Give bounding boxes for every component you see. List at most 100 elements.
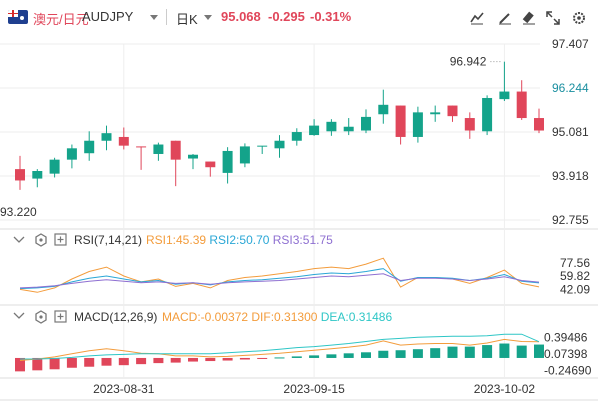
instrument-name[interactable]: 澳元/日元 (33, 12, 89, 27)
candle[interactable] (66, 144, 77, 169)
candle[interactable] (222, 147, 233, 184)
candle-body (395, 105, 406, 137)
price-tick-label: 92.755 (552, 213, 589, 227)
candle[interactable] (274, 135, 285, 158)
candle[interactable] (170, 140, 181, 187)
candle-body (101, 133, 112, 141)
date-tick-label: 2023-10-02 (474, 382, 536, 396)
macd-legend-item: DIF:0.31300 (248, 310, 318, 324)
macd-histogram-bar (153, 357, 164, 364)
eraser-icon[interactable] (520, 9, 538, 27)
draw-tool-icon[interactable] (496, 9, 514, 27)
candle-body (84, 140, 95, 154)
instrument-dropdown-icon[interactable] (150, 15, 158, 20)
period-selector[interactable]: 日K (176, 12, 198, 27)
candle[interactable] (534, 108, 544, 134)
candle-body (482, 97, 493, 132)
dif-line (19, 338, 540, 361)
add-indicator-icon[interactable] (54, 310, 67, 323)
candle-body (516, 91, 527, 119)
macd-histogram-bar (136, 357, 147, 365)
add-indicator-icon[interactable] (54, 233, 67, 246)
macd-histogram-bar (84, 357, 95, 367)
candle-body (412, 112, 423, 137)
candle[interactable] (257, 145, 268, 154)
macd-histogram-bar (222, 357, 233, 361)
macd-histogram-bar (32, 357, 43, 371)
candle-body (430, 112, 441, 115)
candle[interactable] (447, 105, 458, 122)
candle[interactable] (153, 142, 164, 161)
macd-legend: MACD:-0.00372 DIF:0.31300 DEA:0.31486 (162, 310, 392, 324)
candle[interactable] (361, 109, 371, 134)
period-dropdown-icon[interactable] (204, 15, 212, 20)
settings-icon[interactable] (570, 9, 588, 27)
macd-histogram-bar (464, 346, 475, 358)
candle[interactable] (378, 89, 389, 124)
rsi-title: RSI(7,14,21) (74, 233, 142, 247)
candle[interactable] (343, 118, 354, 136)
candle-body (291, 132, 302, 141)
candle[interactable] (49, 157, 60, 178)
chart-toolbar: 澳元/日元 AUDJPY 日K 95.068 -0.295 -0.31% (0, 0, 598, 34)
collapse-icon[interactable] (13, 312, 25, 319)
macd-legend-item: DEA:0.31486 (317, 310, 392, 324)
candle-body (343, 126, 354, 132)
indicator-settings-icon[interactable] (35, 233, 47, 247)
date-tick-label: 2023-09-15 (283, 382, 345, 396)
fullscreen-icon[interactable] (544, 9, 562, 27)
macd-histogram-bar (482, 345, 493, 358)
macd-histogram-bar (257, 357, 268, 359)
candle[interactable] (15, 155, 25, 190)
price-tick-label: 93.918 (552, 169, 589, 183)
candle[interactable] (239, 143, 250, 168)
candle[interactable] (430, 105, 441, 122)
candle[interactable] (101, 125, 112, 151)
candle-body (274, 140, 285, 149)
price-tick-label: 96.244 (552, 81, 589, 95)
rsi-tick-label: 59.82 (560, 269, 590, 283)
candle[interactable] (205, 161, 216, 177)
dea-line (20, 333, 540, 360)
candle[interactable] (499, 61, 510, 102)
macd-histogram-bar (66, 357, 77, 368)
macd-histogram-bar (326, 354, 337, 358)
collapse-icon[interactable] (13, 236, 25, 243)
rsi-legend-item: RSI2:50.70 (206, 233, 270, 247)
candle[interactable] (412, 106, 423, 143)
candle[interactable] (482, 95, 493, 136)
instrument-code[interactable]: AUDJPY (82, 9, 134, 24)
macd-histogram-bar (239, 357, 250, 360)
rsi-header: RSI(7,14,21) RSI1:45.39 RSI2:50.70 RSI3:… (13, 233, 333, 247)
line-chart-icon[interactable] (468, 9, 486, 27)
date-tick-label: 2023-08-31 (93, 382, 155, 396)
candle[interactable] (32, 169, 43, 188)
candle[interactable] (309, 119, 320, 136)
indicator-settings-icon[interactable] (35, 310, 47, 324)
candle[interactable] (291, 128, 302, 146)
candle-body (153, 144, 164, 154)
candle[interactable] (136, 146, 147, 170)
macd-histogram-bar (395, 350, 406, 358)
rsi-legend: RSI1:45.39 RSI2:50.70 RSI3:51.75 (146, 233, 333, 247)
candle[interactable] (84, 131, 95, 161)
candle[interactable] (118, 127, 129, 150)
macd-histogram-bar (291, 356, 302, 358)
candle[interactable] (516, 80, 527, 120)
candle-body (66, 148, 77, 160)
macd-histogram-bar (447, 346, 458, 358)
candle[interactable] (188, 153, 198, 170)
candle[interactable] (395, 105, 406, 145)
candle[interactable] (464, 112, 475, 139)
candle-body (49, 159, 60, 174)
candle-body (239, 146, 250, 164)
macd-header: MACD(12,26,9) MACD:-0.00372 DIF:0.31300 … (13, 310, 392, 324)
macd-histogram-bar (15, 357, 25, 372)
candle[interactable] (326, 119, 337, 136)
macd-histogram-bar (499, 343, 510, 358)
candle-body (222, 150, 233, 173)
macd-histogram-bar (412, 349, 423, 358)
macd-histogram-bar (170, 357, 181, 363)
macd-histogram-bar (274, 357, 285, 359)
